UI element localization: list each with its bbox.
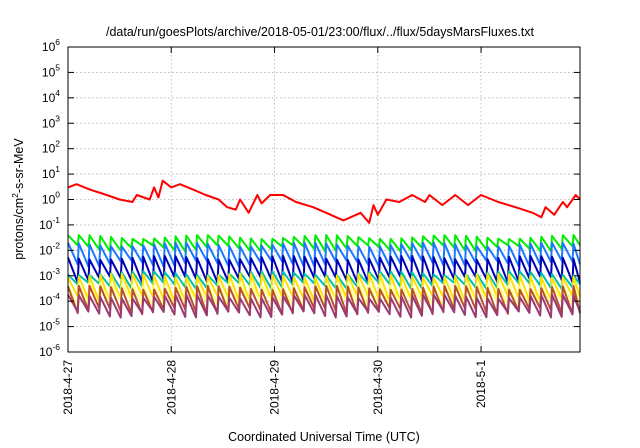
x-tick-label: 2018-5-1 (474, 360, 488, 408)
series-line-1 (67, 179, 581, 224)
y-tick-label: 104 (42, 88, 60, 105)
x-tick-labels: 2018-4-27 2018-4-28 2018-4-29 2018-4-30 2018… (61, 360, 488, 415)
y-tick-label: 10-4 (39, 291, 60, 308)
axis-ticks (67, 46, 580, 353)
y-tick-label: 10-5 (39, 317, 60, 334)
y-tick-label: 101 (42, 164, 60, 181)
x-tick-label: 2018-4-29 (268, 360, 282, 415)
x-tick-label: 2018-4-30 (371, 360, 385, 415)
y-tick-label: 103 (42, 113, 60, 130)
y-tick-label: 10-3 (39, 266, 60, 283)
x-axis-label: Coordinated Universal Time (UTC) (228, 430, 420, 444)
y-tick-label: 105 (42, 62, 60, 79)
x-tick-label: 2018-4-28 (164, 360, 178, 415)
chart-title: /data/run/goesPlots/archive/2018-05-01/2… (106, 25, 535, 39)
y-tick-label: 102 (42, 139, 60, 156)
y-tick-label: 10-6 (39, 342, 60, 359)
y-tick-label: 10-2 (39, 240, 60, 257)
series-line-9 (67, 293, 581, 319)
y-axis-label: protons/cm2-s-sr-MeV (10, 138, 26, 260)
x-tick-label: 2018-4-27 (61, 360, 75, 415)
y-tick-label: 10-1 (39, 215, 60, 232)
y-tick-label: 100 (42, 190, 60, 207)
y-tick-label: 106 (42, 37, 60, 54)
y-tick-labels: 10-6 10-5 10-4 10-3 10-2 10-1 100 101 102 103 104 1… (39, 37, 60, 359)
series-layer (67, 179, 581, 319)
